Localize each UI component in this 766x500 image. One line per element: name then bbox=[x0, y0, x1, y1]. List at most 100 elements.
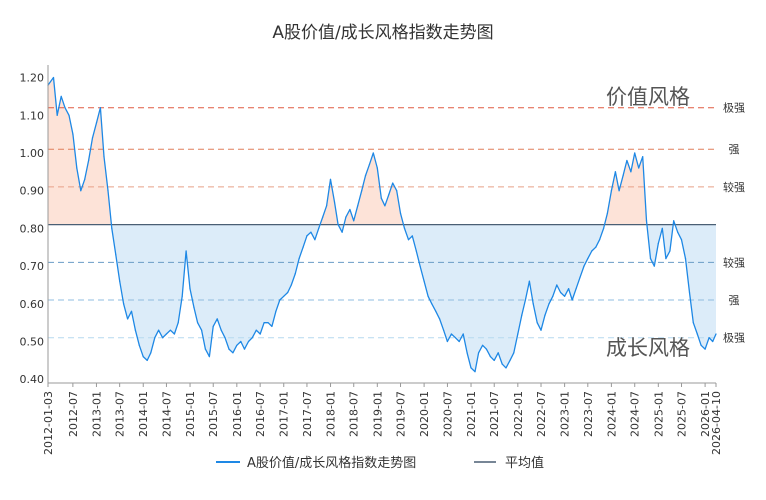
data-point-6 bbox=[72, 133, 74, 135]
data-point-156 bbox=[657, 242, 659, 245]
data-point-18 bbox=[119, 280, 121, 282]
data-point-29 bbox=[162, 337, 164, 339]
data-point-157 bbox=[661, 227, 663, 229]
data-point-104 bbox=[454, 337, 456, 339]
data-point-84 bbox=[376, 167, 378, 169]
data-point-160 bbox=[673, 220, 675, 222]
x-tick-label-13: 2018-07 bbox=[348, 391, 361, 437]
data-point-59 bbox=[279, 299, 281, 301]
data-point-40 bbox=[204, 348, 206, 350]
data-point-142 bbox=[603, 227, 605, 229]
data-point-34 bbox=[181, 295, 183, 297]
data-point-58 bbox=[275, 310, 277, 312]
data-point-46 bbox=[228, 348, 230, 350]
data-point-150 bbox=[634, 152, 636, 154]
data-point-137 bbox=[583, 265, 585, 267]
data-point-133 bbox=[568, 288, 570, 290]
data-point-51 bbox=[247, 340, 250, 343]
data-point-143 bbox=[606, 212, 609, 214]
data-point-109 bbox=[474, 371, 476, 373]
x-tick-label-18: 2021-01 bbox=[465, 391, 478, 437]
data-point-100 bbox=[439, 318, 441, 320]
data-point-149 bbox=[630, 171, 632, 173]
x-tick-label-4: 2014-01 bbox=[137, 391, 150, 437]
data-point-69 bbox=[318, 227, 320, 229]
data-point-82 bbox=[368, 163, 371, 165]
data-point-117 bbox=[505, 367, 507, 369]
data-point-23 bbox=[138, 344, 140, 346]
data-point-118 bbox=[509, 359, 511, 361]
data-point-8 bbox=[80, 190, 82, 192]
reference-label-1: 强 bbox=[729, 143, 740, 156]
data-point-26 bbox=[150, 352, 152, 354]
annotation-value-style: 价值风格 bbox=[606, 85, 690, 109]
data-point-7 bbox=[76, 167, 78, 169]
x-tick-label-28: 2026-01 bbox=[699, 391, 712, 437]
data-point-93 bbox=[411, 235, 413, 237]
x-tick-label-22: 2023-01 bbox=[559, 391, 572, 437]
x-tick-label-8: 2016-01 bbox=[231, 391, 244, 437]
data-point-48 bbox=[236, 344, 238, 346]
data-point-81 bbox=[364, 175, 367, 177]
data-point-2 bbox=[56, 114, 58, 116]
y-tick-label-6: 1.00 bbox=[20, 147, 45, 160]
reference-label-4: 强 bbox=[729, 294, 740, 307]
data-point-44 bbox=[220, 329, 222, 331]
data-point-153 bbox=[645, 220, 648, 222]
data-point-129 bbox=[552, 295, 554, 297]
x-tick-label-20: 2022-01 bbox=[512, 391, 525, 437]
data-point-151 bbox=[638, 167, 640, 169]
data-point-63 bbox=[294, 273, 296, 275]
data-point-159 bbox=[669, 250, 671, 252]
data-point-121 bbox=[521, 314, 523, 316]
data-point-47 bbox=[232, 352, 234, 354]
data-point-35 bbox=[185, 250, 187, 252]
data-point-65 bbox=[302, 246, 304, 248]
data-point-96 bbox=[423, 280, 425, 282]
data-point-127 bbox=[544, 314, 546, 316]
data-point-73 bbox=[333, 201, 336, 203]
data-point-87 bbox=[388, 193, 390, 195]
data-point-103 bbox=[450, 333, 452, 335]
data-point-39 bbox=[201, 329, 203, 331]
legend-mean-label: 平均值 bbox=[505, 455, 544, 471]
data-point-10 bbox=[88, 159, 90, 162]
data-point-67 bbox=[310, 231, 312, 233]
data-point-14 bbox=[103, 156, 105, 158]
x-tick-label-16: 2020-01 bbox=[418, 391, 431, 437]
data-point-89 bbox=[396, 190, 398, 192]
data-point-120 bbox=[517, 333, 519, 335]
data-point-105 bbox=[458, 340, 460, 343]
x-tick-label-1: 2012-07 bbox=[67, 391, 80, 437]
x-tick-label-24: 2024-01 bbox=[605, 391, 618, 437]
data-point-3 bbox=[60, 95, 62, 97]
x-tick-label-29: 2026-04-10 bbox=[710, 391, 723, 455]
data-point-163 bbox=[684, 258, 687, 260]
data-point-56 bbox=[267, 322, 269, 324]
data-point-123 bbox=[528, 280, 531, 282]
data-point-17 bbox=[115, 254, 117, 256]
data-point-27 bbox=[154, 337, 156, 339]
data-point-22 bbox=[134, 329, 136, 331]
data-point-102 bbox=[446, 340, 448, 343]
data-point-9 bbox=[84, 178, 86, 180]
data-point-128 bbox=[548, 303, 550, 305]
data-point-170 bbox=[712, 340, 714, 343]
data-point-115 bbox=[497, 352, 499, 354]
data-point-135 bbox=[575, 288, 577, 290]
data-point-62 bbox=[290, 284, 292, 286]
annotation-growth-style: 成长风格 bbox=[606, 336, 690, 360]
data-point-43 bbox=[216, 318, 218, 320]
data-point-97 bbox=[427, 295, 429, 297]
data-point-78 bbox=[353, 220, 355, 222]
data-point-83 bbox=[372, 152, 374, 154]
data-point-75 bbox=[341, 231, 343, 233]
data-point-4 bbox=[64, 107, 66, 109]
data-point-80 bbox=[361, 190, 363, 192]
data-point-1 bbox=[52, 76, 55, 79]
x-tick-label-3: 2013-07 bbox=[114, 391, 127, 437]
axes-layer: 0.40 0.50 0.60 0.70 0.80 0.90 1.00 1.10 1.20 2012… bbox=[20, 65, 723, 455]
x-tick-label-25: 2024-07 bbox=[629, 391, 642, 437]
